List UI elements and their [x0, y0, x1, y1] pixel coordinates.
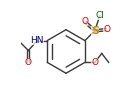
Text: S: S	[91, 26, 99, 36]
Text: O: O	[81, 17, 88, 26]
Text: HN: HN	[31, 36, 44, 45]
Text: O: O	[91, 58, 98, 67]
Text: O: O	[103, 25, 110, 34]
Text: Cl: Cl	[95, 11, 104, 20]
Text: O: O	[25, 58, 32, 67]
